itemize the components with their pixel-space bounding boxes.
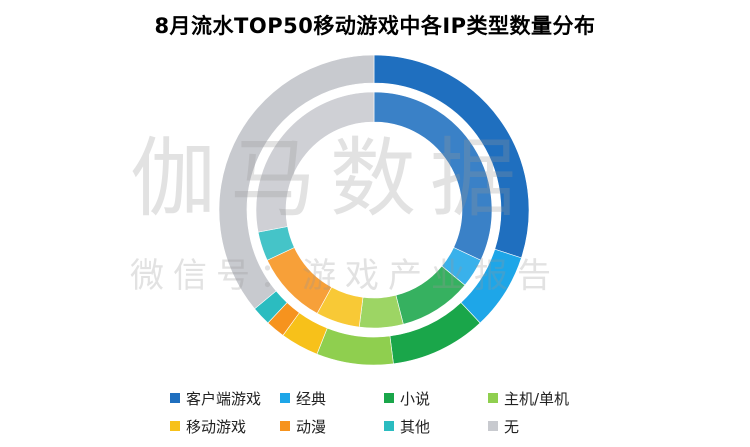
legend-item-mobile-game: 移动游戏 bbox=[170, 416, 280, 437]
legend-swatch bbox=[384, 421, 394, 431]
legend-item-anime: 动漫 bbox=[280, 416, 384, 437]
legend-item-novel: 小说 bbox=[384, 388, 488, 409]
legend: 客户端游戏 经典 小说 主机/单机 移动游戏 动漫 其他 无 bbox=[170, 384, 640, 440]
legend-swatch bbox=[488, 393, 498, 403]
watermark-brand: 伽马数据 bbox=[130, 129, 530, 229]
legend-swatch bbox=[280, 393, 290, 403]
legend-label: 其他 bbox=[400, 417, 431, 436]
legend-item-console: 主机/单机 bbox=[488, 388, 592, 409]
donut-slice-inner-3 bbox=[358, 294, 404, 329]
legend-swatch bbox=[170, 421, 180, 431]
donut-slice-outer-7 bbox=[218, 54, 375, 310]
legend-label: 小说 bbox=[400, 389, 431, 408]
legend-label: 客户端游戏 bbox=[186, 389, 262, 408]
legend-label: 动漫 bbox=[296, 417, 327, 436]
legend-label: 经典 bbox=[296, 389, 327, 408]
legend-label: 移动游戏 bbox=[186, 417, 247, 436]
legend-swatch bbox=[170, 393, 180, 403]
chart-title: 8月流水TOP50移动游戏中各IP类型数量分布 bbox=[154, 14, 596, 38]
donut-slice-outer-3 bbox=[316, 327, 394, 366]
legend-swatch bbox=[384, 393, 394, 403]
legend-row-1: 客户端游戏 经典 小说 主机/单机 bbox=[170, 384, 640, 412]
legend-label: 主机/单机 bbox=[504, 389, 570, 408]
legend-item-none: 无 bbox=[488, 416, 592, 437]
donut-slice-inner-7 bbox=[255, 91, 375, 233]
legend-swatch bbox=[488, 421, 498, 431]
legend-item-classic: 经典 bbox=[280, 388, 384, 409]
legend-swatch bbox=[280, 421, 290, 431]
watermark-wechat: 微信号：游戏产业报告 bbox=[130, 256, 560, 296]
legend-item-other: 其他 bbox=[384, 416, 488, 437]
legend-item-client-game: 客户端游戏 bbox=[170, 388, 280, 409]
legend-label: 无 bbox=[504, 417, 520, 436]
legend-row-2: 移动游戏 动漫 其他 无 bbox=[170, 412, 640, 440]
